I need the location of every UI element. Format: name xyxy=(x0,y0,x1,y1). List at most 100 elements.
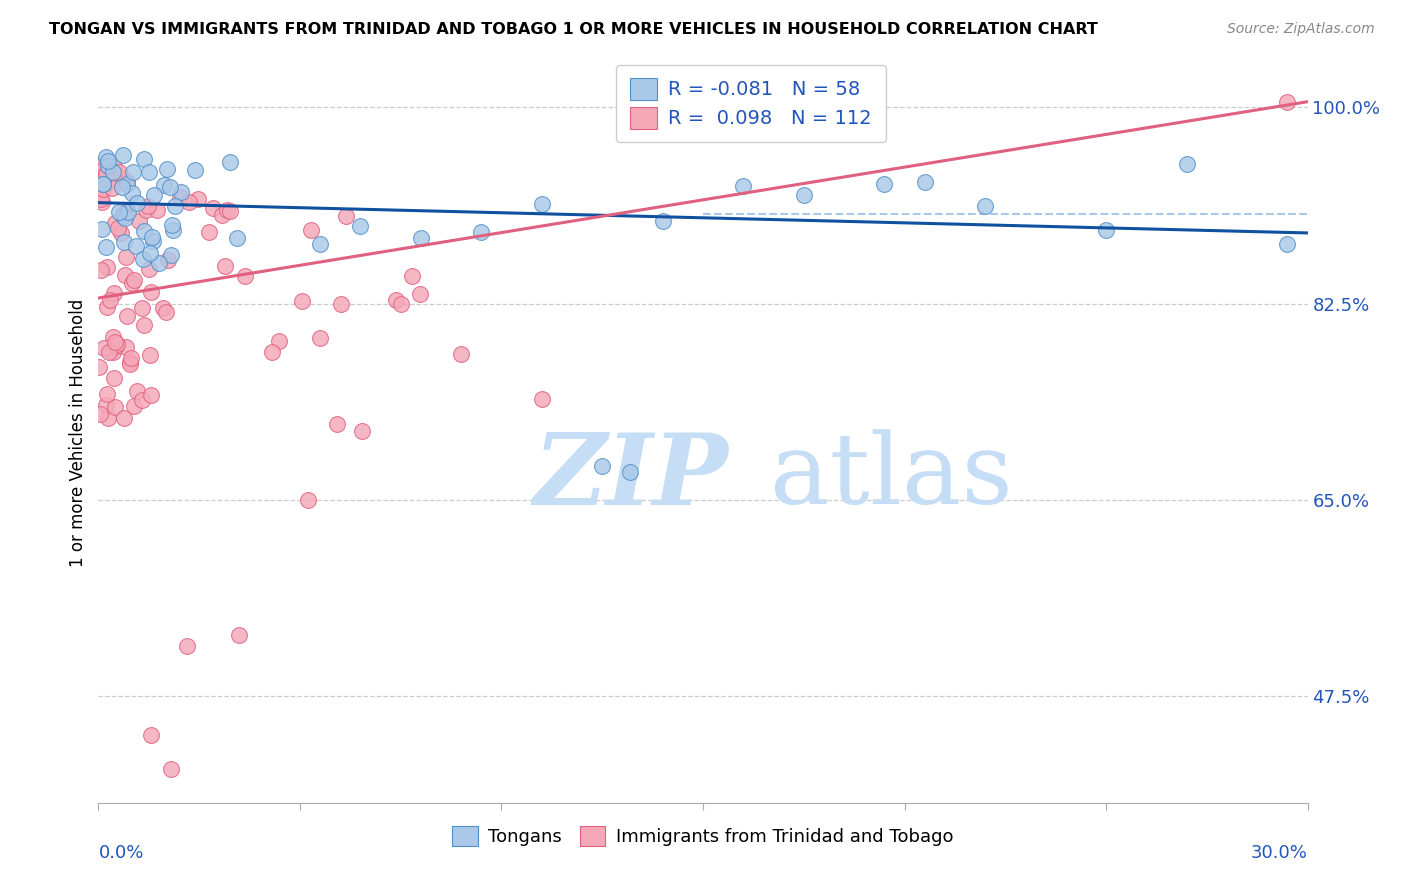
Point xyxy=(132,318,155,332)
Point xyxy=(90,222,112,236)
Point xyxy=(114,211,136,226)
Point xyxy=(121,276,143,290)
Point xyxy=(146,202,169,217)
Point xyxy=(651,214,673,228)
Point xyxy=(96,387,118,401)
Point xyxy=(103,285,125,300)
Point xyxy=(122,165,145,179)
Point xyxy=(124,399,146,413)
Point xyxy=(96,167,118,181)
Point xyxy=(450,347,472,361)
Point xyxy=(1277,236,1299,251)
Point xyxy=(112,410,135,425)
Point xyxy=(733,179,755,194)
Point xyxy=(97,411,120,425)
Point xyxy=(111,148,134,162)
Point xyxy=(153,178,176,193)
Point xyxy=(128,213,150,227)
Point xyxy=(122,273,145,287)
Point xyxy=(115,340,138,354)
Point xyxy=(107,220,129,235)
Point xyxy=(1175,157,1198,171)
Point xyxy=(873,177,896,191)
Point xyxy=(138,164,160,178)
Point xyxy=(89,359,111,374)
Point xyxy=(104,174,127,188)
Point xyxy=(110,179,132,194)
Point xyxy=(90,192,112,206)
Point xyxy=(89,159,111,173)
Point xyxy=(91,182,114,196)
Point xyxy=(159,248,181,262)
Point xyxy=(470,225,492,239)
Point xyxy=(142,235,165,249)
Point xyxy=(165,199,187,213)
Point xyxy=(101,181,124,195)
Point xyxy=(184,163,207,178)
Point xyxy=(89,169,111,184)
Point xyxy=(162,218,184,232)
Point xyxy=(1277,95,1299,109)
Point xyxy=(269,334,291,348)
Point xyxy=(117,204,139,219)
Point xyxy=(619,465,641,479)
Y-axis label: 1 or more Vehicles in Household: 1 or more Vehicles in Household xyxy=(69,299,87,566)
Point xyxy=(132,225,155,239)
Point xyxy=(131,392,153,407)
Text: Source: ZipAtlas.com: Source: ZipAtlas.com xyxy=(1227,22,1375,37)
Point xyxy=(197,225,219,239)
Point xyxy=(143,188,166,202)
Point xyxy=(111,170,134,185)
Point xyxy=(97,159,120,173)
Point xyxy=(409,286,432,301)
Point xyxy=(385,293,408,308)
Point xyxy=(115,251,138,265)
Point xyxy=(401,269,423,284)
Point xyxy=(103,400,125,414)
Point xyxy=(124,239,146,253)
Point xyxy=(974,199,997,213)
Text: 0.0%: 0.0% xyxy=(98,845,143,863)
Point xyxy=(101,330,124,344)
Point xyxy=(103,161,125,175)
Point xyxy=(117,177,139,191)
Point xyxy=(350,424,373,438)
Point xyxy=(389,296,412,310)
Point xyxy=(96,260,118,274)
Point xyxy=(97,154,120,169)
Point xyxy=(93,341,115,355)
Point xyxy=(115,202,138,217)
Point xyxy=(91,177,114,191)
Point xyxy=(169,190,191,204)
Point xyxy=(108,205,131,219)
Point xyxy=(170,186,193,200)
Point xyxy=(121,186,143,200)
Point xyxy=(90,263,112,277)
Point xyxy=(211,208,233,222)
Point xyxy=(94,398,117,412)
Point xyxy=(103,371,125,385)
Text: ZIP: ZIP xyxy=(534,429,728,525)
Point xyxy=(177,195,200,210)
Point xyxy=(291,293,314,308)
Point xyxy=(105,336,128,351)
Point xyxy=(159,179,181,194)
Point xyxy=(155,305,177,319)
Point xyxy=(108,165,131,179)
Point xyxy=(409,231,432,245)
Point xyxy=(530,197,553,211)
Point xyxy=(160,762,183,776)
Text: TONGAN VS IMMIGRANTS FROM TRINIDAD AND TOBAGO 1 OR MORE VEHICLES IN HOUSEHOLD CO: TONGAN VS IMMIGRANTS FROM TRINIDAD AND T… xyxy=(49,22,1098,37)
Point xyxy=(111,207,134,221)
Point xyxy=(112,209,135,223)
Point xyxy=(138,199,160,213)
Point xyxy=(156,161,179,176)
Point xyxy=(91,194,114,209)
Point xyxy=(297,492,319,507)
Point xyxy=(96,150,118,164)
Point xyxy=(260,344,283,359)
Point xyxy=(152,301,174,316)
Point xyxy=(89,407,111,421)
Point xyxy=(125,196,148,211)
Point xyxy=(228,627,250,641)
